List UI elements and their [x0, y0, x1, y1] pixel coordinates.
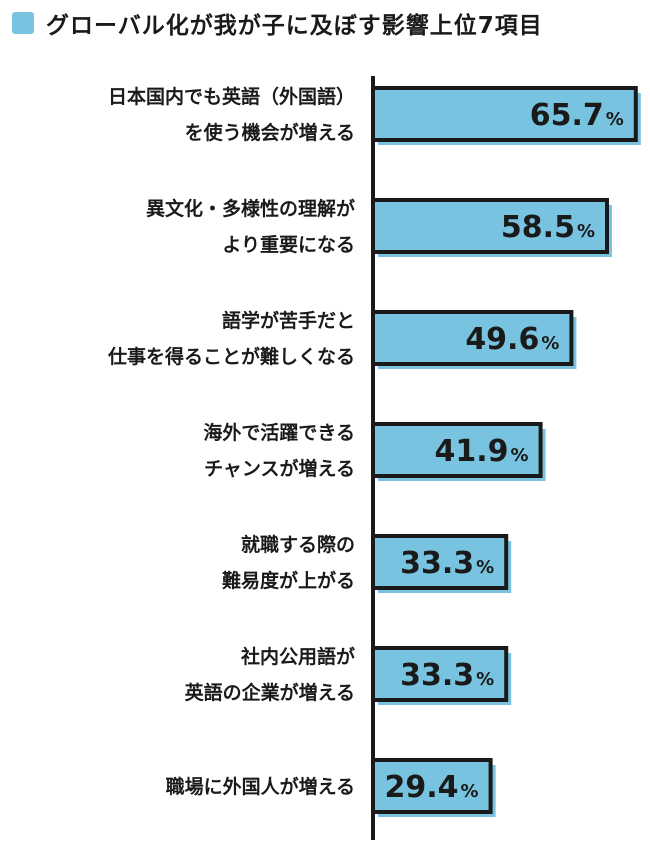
- value-number: 33.3: [400, 658, 474, 693]
- value-unit: %: [606, 109, 624, 130]
- value-label: 58.5%: [501, 210, 595, 245]
- title-square-icon: [12, 12, 34, 34]
- category-label: 仕事を得ることが難しくなる: [107, 345, 355, 368]
- value-unit: %: [461, 781, 479, 802]
- category-label: 就職する際の: [241, 533, 355, 556]
- category-label: チャンスが増える: [204, 457, 355, 480]
- value-unit: %: [476, 669, 494, 690]
- bar: [371, 86, 638, 142]
- category-label: を使う機会が増える: [185, 121, 355, 144]
- value-label: 29.4%: [385, 770, 479, 805]
- category-label: より重要になる: [222, 234, 355, 256]
- value-number: 58.5: [501, 210, 575, 245]
- bar-group: 65.7 % 日本国内でも英語（外国語） を使う機会が増える: [108, 85, 641, 145]
- category-label: 語学が苦手だと: [222, 309, 355, 332]
- category-label: 異文化・多様性の理解が: [146, 197, 355, 220]
- value-number: 33.3: [400, 546, 474, 581]
- value-unit: %: [577, 221, 595, 242]
- value-label: 33.3%: [400, 546, 494, 581]
- bar: [371, 758, 493, 814]
- value-unit: %: [511, 445, 529, 466]
- value-label: 49.6%: [465, 322, 559, 357]
- value-number: 29.4: [385, 770, 459, 805]
- category-label: 職場に外国人が増える: [166, 775, 355, 798]
- value-number: 65.7: [530, 98, 604, 133]
- value-label: 41.9%: [435, 434, 529, 469]
- category-label: 社内公用語が: [240, 645, 355, 668]
- bar: [371, 310, 574, 366]
- value-number: 49.6: [465, 322, 539, 357]
- bar-group: 29.4 % 職場に外国人が増える: [166, 758, 496, 817]
- value-unit: %: [541, 333, 559, 354]
- category-label: 難易度が上がる: [222, 569, 355, 592]
- category-label: 海外で活躍できる: [203, 421, 355, 444]
- value-label: 65.7%: [530, 98, 624, 133]
- category-label: 日本国内でも英語（外国語）: [108, 85, 355, 108]
- value-number: 41.9: [435, 434, 509, 469]
- chart-title-row: グローバル化が我が子に及ぼす影響上位7項目: [12, 8, 543, 39]
- value-unit: %: [476, 557, 494, 578]
- chart-title: グローバル化が我が子に及ぼす影響上位7項目: [46, 13, 543, 39]
- bar: [371, 646, 509, 702]
- value-label: 33.3%: [400, 658, 494, 693]
- bar: [371, 422, 543, 478]
- category-label: 英語の企業が増える: [185, 681, 355, 704]
